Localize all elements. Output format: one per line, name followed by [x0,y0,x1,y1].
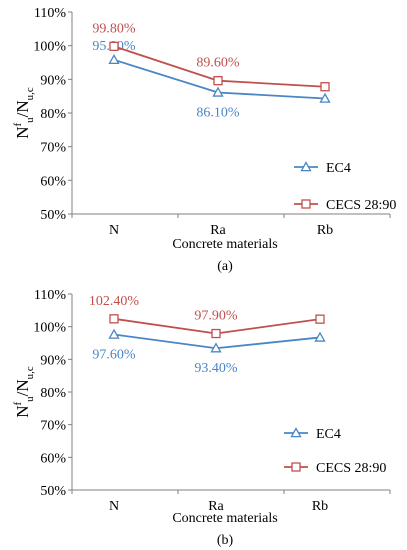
data-label: 93.40% [194,361,238,376]
chart-panel-1: 50% 60% 70% 80% 90% 100% 110% N Ra Rb Concrete mat… [12,0,396,274]
data-point [110,315,118,323]
data-label: 102.30% [295,0,346,4]
data-point [316,315,324,323]
legend-marker [292,463,300,471]
data-label: 99.80% [92,21,136,36]
y-axis-title-part: N [13,406,32,418]
data-point [321,83,329,91]
y-axis-title-part: /N [13,100,32,117]
x-tick-label: Rb [312,499,328,514]
legend-label: CECS 28:90 [326,198,396,213]
panel-label: (b) [217,533,234,548]
y-tick-label: 90% [40,73,66,88]
y-tick-label: 60% [40,174,66,189]
data-point [110,55,119,63]
data-label: 86.10% [196,105,240,120]
y-axis-title-part: u,c [24,366,36,379]
x-tick-label: N [109,223,119,238]
x-axis-title: Concrete materials [172,511,277,526]
y-tick-label: 100% [33,40,66,55]
y-axis-title-part: f [12,402,24,406]
legend-marker [302,200,310,208]
data-label: 97.60% [92,348,136,363]
data-point [212,330,220,338]
y-axis-title-part: N [13,127,32,139]
y-tick-label: 90% [40,353,66,368]
x-axis-title: Concrete materials [172,237,277,252]
data-point [110,42,118,50]
data-label: 97.90% [194,309,238,324]
y-tick-label: 110% [34,288,66,303]
y-tick-label: 70% [40,419,66,434]
y-axis-title-part: f [12,123,24,127]
x-tick-label: N [109,499,119,514]
legend-label: CECS 28:90 [316,461,386,476]
y-tick-label: 100% [33,321,66,336]
legend-label: EC4 [316,427,341,442]
data-label: 89.60% [196,56,240,71]
y-tick-label: 70% [40,141,66,156]
data-label: 102.40% [89,294,140,309]
y-tick-label: 80% [40,386,66,401]
y-tick-label: 110% [34,6,66,21]
y-tick-label: 60% [40,451,66,466]
panel-label: (a) [217,259,233,274]
y-axis-title: Nfu/Nu,c [12,87,36,139]
chart-panel-2: 50% 60% 70% 80% 90% 100% 110% N Ra Rb Concrete mat… [12,0,390,548]
y-axis-title: Nfu/Nu,c [12,366,36,418]
x-tick-label: Ra [210,223,226,238]
y-axis-title-part: /N [13,379,32,396]
x-tick-label: Rb [317,223,333,238]
data-point [214,77,222,85]
legend-label: EC4 [326,161,351,176]
y-tick-label: 50% [40,484,66,499]
y-axis-title-part: u,c [24,87,36,100]
y-tick-label: 80% [40,107,66,122]
y-tick-label: 50% [40,208,66,223]
